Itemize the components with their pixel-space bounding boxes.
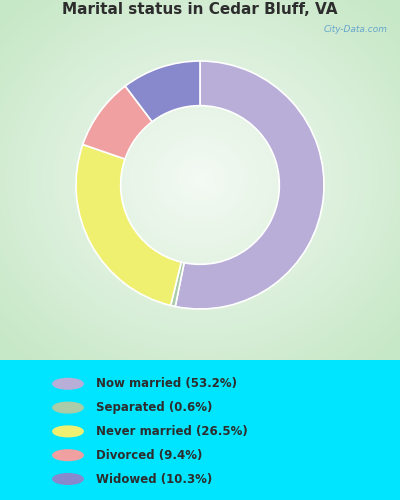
Text: Marital status in Cedar Bluff, VA: Marital status in Cedar Bluff, VA bbox=[62, 2, 338, 17]
Circle shape bbox=[53, 426, 83, 436]
Wedge shape bbox=[83, 86, 152, 159]
Wedge shape bbox=[175, 61, 324, 309]
Text: Divorced (9.4%): Divorced (9.4%) bbox=[96, 448, 202, 462]
Circle shape bbox=[53, 474, 83, 484]
Wedge shape bbox=[76, 144, 181, 306]
Circle shape bbox=[53, 402, 83, 413]
Wedge shape bbox=[125, 61, 200, 122]
Circle shape bbox=[53, 450, 83, 460]
Text: Widowed (10.3%): Widowed (10.3%) bbox=[96, 472, 212, 486]
Text: City-Data.com: City-Data.com bbox=[324, 25, 388, 34]
Circle shape bbox=[53, 378, 83, 389]
Text: Now married (53.2%): Now married (53.2%) bbox=[96, 378, 237, 390]
Text: Never married (26.5%): Never married (26.5%) bbox=[96, 425, 248, 438]
Text: Separated (0.6%): Separated (0.6%) bbox=[96, 401, 212, 414]
Wedge shape bbox=[171, 262, 184, 306]
